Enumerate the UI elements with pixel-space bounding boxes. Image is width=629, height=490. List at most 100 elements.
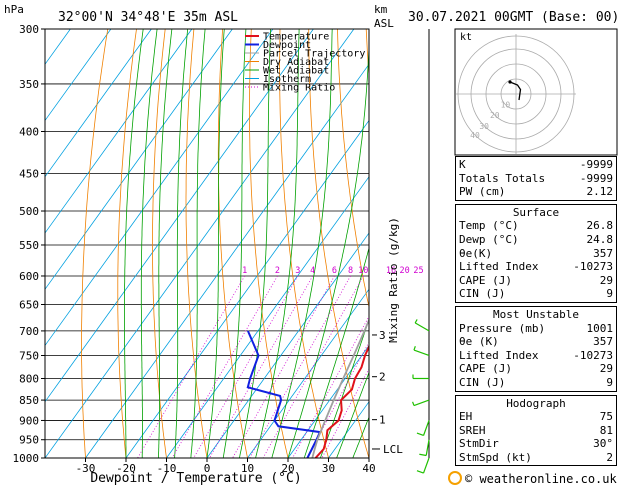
mu-row: Pressure (mb)1001 <box>459 322 613 336</box>
mixing-ratio-axis-label: Mixing Ratio (g/kg) <box>387 217 400 343</box>
row-label: Lifted Index <box>459 349 538 363</box>
dry-adiabat-line <box>625 29 629 458</box>
hodograph-ring-label: 20 <box>490 111 500 120</box>
mu-row: Lifted Index-10273 <box>459 349 613 363</box>
isotherm-line <box>0 29 111 458</box>
wind-barb-flag <box>415 319 417 322</box>
row-label: PW (cm) <box>459 185 505 199</box>
wind-barb-flag <box>419 454 426 455</box>
mixing-ratio-tick-label: 25 <box>413 266 423 276</box>
pressure-tick-label: 750 <box>19 349 39 362</box>
row-value: 2 <box>606 451 613 465</box>
height-unit-sub-label: ASL <box>374 17 394 30</box>
surface-row: Dewp (°C) 24.8 <box>459 233 613 247</box>
datetime-title: 30.07.2021 00GMT (Base: 00) <box>408 10 619 25</box>
row-value: 9 <box>606 376 613 390</box>
wind-barb <box>414 350 429 355</box>
wet-adiabat-line <box>125 29 144 458</box>
hodograph-ring-label: 30 <box>479 122 489 131</box>
wind-barb-flag <box>417 433 424 435</box>
surface-title: Surface <box>459 206 613 220</box>
dry-adiabat-line <box>186 29 207 458</box>
wind-barb-flag <box>417 471 424 473</box>
row-value: 29 <box>600 274 613 288</box>
series-line <box>316 331 377 458</box>
row-label: CIN (J) <box>459 376 505 390</box>
row-label: EH <box>459 410 472 424</box>
row-value: 75 <box>600 410 613 424</box>
dry-adiabat-line <box>118 29 137 458</box>
wind-barb-flag <box>414 346 415 350</box>
row-label: K <box>459 158 466 172</box>
row-label: Totals Totals <box>459 172 545 186</box>
surface-row: Lifted Index-10273 <box>459 260 613 274</box>
hodograph-title: Hodograph <box>459 397 613 411</box>
wet-adiabat-line <box>158 29 172 458</box>
legend-label: Mixing Ratio <box>263 83 335 94</box>
mu-row: CAPE (J)29 <box>459 362 613 376</box>
lcl-label: LCL <box>383 443 403 456</box>
hodo-row: StmSpd (kt) 2 <box>459 451 613 465</box>
row-label: Dewp (°C) <box>459 233 519 247</box>
indices-row-k: K -9999 <box>459 158 613 172</box>
hodo-row: EH 75 <box>459 410 613 424</box>
pressure-tick-label: 350 <box>19 78 39 91</box>
most-unstable-block: Most Unstable Pressure (mb)1001 θe (K)35… <box>455 306 617 392</box>
mixing-ratio-line <box>322 276 419 458</box>
surface-row: Temp (°C)26.8 <box>459 219 613 233</box>
temperature-tick-label: 40 <box>362 462 375 475</box>
mixing-ratio-tick-label: 2 <box>275 266 280 276</box>
row-label: SREH <box>459 424 486 438</box>
mixing-ratio-tick-label: 10 <box>358 266 368 276</box>
row-label: StmDir <box>459 437 499 451</box>
pressure-tick-label: 300 <box>19 23 39 36</box>
mixing-ratio-line <box>233 276 335 458</box>
height-tick-label: 3 <box>379 329 386 342</box>
dry-adiabat-line <box>82 29 108 458</box>
row-value: -10273 <box>573 260 613 274</box>
copyright-text: © weatheronline.co.uk <box>465 472 617 486</box>
row-value: -9999 <box>580 158 613 172</box>
pressure-tick-label: 700 <box>19 325 39 338</box>
pressure-tick-label: 1000 <box>13 452 40 465</box>
stability-table: K -9999 Totals Totals -9999 PW (cm) 2.12 Su… <box>455 156 617 469</box>
pressure-tick-label: 850 <box>19 394 39 407</box>
indices-row-pw: PW (cm) 2.12 <box>459 185 613 199</box>
copyright-footer: © weatheronline.co.uk <box>448 471 617 486</box>
mixing-ratio-tick-label: 8 <box>348 266 353 276</box>
row-label: θe(K) <box>459 247 492 261</box>
row-label: Pressure (mb) <box>459 322 545 336</box>
row-label: CAPE (J) <box>459 362 512 376</box>
pressure-tick-label: 600 <box>19 270 39 283</box>
row-value: 2.12 <box>587 185 614 199</box>
mu-row: θe (K)357 <box>459 335 613 349</box>
pressure-tick-label: 550 <box>19 239 39 252</box>
wind-barb <box>424 458 429 473</box>
mixing-ratio-tick-label: 4 <box>310 266 315 276</box>
pressure-tick-label: 800 <box>19 372 39 385</box>
pressure-tick-label: 450 <box>19 167 39 180</box>
height-tick-label: 2 <box>379 371 386 384</box>
x-axis-label: Dewpoint / Temperature (°C) <box>90 471 301 486</box>
pressure-tick-label: 950 <box>19 434 39 447</box>
mu-row: CIN (J) 9 <box>459 376 613 390</box>
hodograph-ring-label: 40 <box>470 131 480 140</box>
hodograph-unit-label: kt <box>460 32 472 43</box>
row-label: θe (K) <box>459 335 499 349</box>
hodograph-storm-point <box>508 80 511 83</box>
height-unit-label: km <box>374 3 388 16</box>
row-label: Temp (°C) <box>459 219 519 233</box>
dry-adiabat-line <box>366 29 450 458</box>
mixing-ratio-tick-label: 6 <box>332 266 337 276</box>
surface-row: CIN (J)9 <box>459 287 613 301</box>
mixing-ratio-tick-label: 20 <box>400 266 410 276</box>
row-value: 24.8 <box>587 233 614 247</box>
pressure-unit-label: hPa <box>4 3 24 16</box>
surface-row: CAPE (J)29 <box>459 274 613 288</box>
row-label: StmSpd (kt) <box>459 451 532 465</box>
surface-block: Surface Temp (°C)26.8 Dewp (°C) 24.8 θe(K… <box>455 204 617 303</box>
